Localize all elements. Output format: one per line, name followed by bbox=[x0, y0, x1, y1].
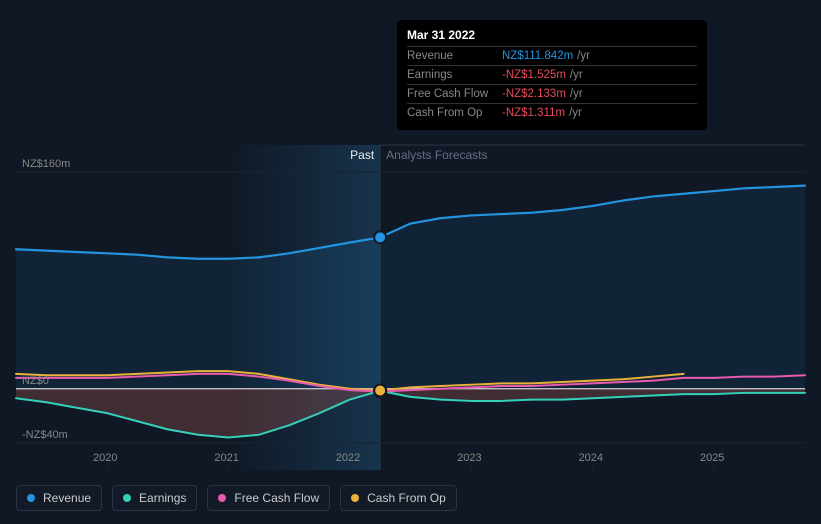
x-tick-label: 2021 bbox=[214, 452, 238, 464]
tooltip-row-cfo: Cash From Op-NZ$1.311m/yr bbox=[407, 104, 697, 123]
legend-item-fcf[interactable]: Free Cash Flow bbox=[207, 485, 330, 511]
legend-swatch-icon bbox=[218, 494, 226, 502]
revenue-marker bbox=[375, 232, 385, 242]
chart-legend: Revenue Earnings Free Cash Flow Cash From O… bbox=[16, 485, 457, 511]
section-label-past: Past bbox=[350, 148, 374, 162]
x-tick-label: 2023 bbox=[457, 452, 481, 464]
cfo-marker bbox=[375, 386, 385, 396]
tooltip-value-text: -NZ$1.311m bbox=[502, 107, 565, 119]
tooltip-row-revenue: RevenueNZ$111.842m/yr bbox=[407, 47, 697, 66]
revenue-area bbox=[16, 186, 805, 389]
legend-label: Earnings bbox=[139, 491, 186, 505]
tooltip-unit: /yr bbox=[573, 50, 590, 62]
tooltip-row-label: Earnings bbox=[407, 66, 502, 85]
tooltip-row-value: -NZ$2.133m/yr bbox=[502, 85, 697, 104]
tooltip-unit: /yr bbox=[565, 107, 582, 119]
legend-swatch-icon bbox=[123, 494, 131, 502]
tooltip-row-value: -NZ$1.525m/yr bbox=[502, 66, 697, 85]
x-tick-label: 2020 bbox=[93, 452, 117, 464]
tooltip-title: Mar 31 2022 bbox=[407, 28, 697, 46]
chart-tooltip: Mar 31 2022RevenueNZ$111.842m/yrEarnings… bbox=[397, 20, 707, 130]
tooltip-row-label: Free Cash Flow bbox=[407, 85, 502, 104]
legend-item-revenue[interactable]: Revenue bbox=[16, 485, 102, 511]
tooltip-row-label: Revenue bbox=[407, 47, 502, 66]
y-tick-label: NZ$160m bbox=[22, 158, 70, 170]
x-tick-label: 2024 bbox=[579, 452, 603, 464]
tooltip-value-text: -NZ$1.525m bbox=[502, 69, 566, 81]
legend-item-earnings[interactable]: Earnings bbox=[112, 485, 197, 511]
tooltip-row-fcf: Free Cash Flow-NZ$2.133m/yr bbox=[407, 85, 697, 104]
tooltip-unit: /yr bbox=[566, 88, 583, 100]
tooltip-row-label: Cash From Op bbox=[407, 104, 502, 123]
legend-swatch-icon bbox=[351, 494, 359, 502]
tooltip-row-earnings: Earnings-NZ$1.525m/yr bbox=[407, 66, 697, 85]
legend-swatch-icon bbox=[27, 494, 35, 502]
x-tick-label: 2025 bbox=[700, 452, 724, 464]
earnings-revenue-chart: NZ$160m NZ$0 -NZ$40m 2020 2021 2022 2023 2024 20… bbox=[0, 0, 821, 524]
tooltip-value-text: NZ$111.842m bbox=[502, 50, 573, 62]
tooltip-value-text: -NZ$2.133m bbox=[502, 88, 566, 100]
tooltip-unit: /yr bbox=[566, 69, 583, 81]
x-tick-label: 2022 bbox=[336, 452, 360, 464]
legend-label: Revenue bbox=[43, 491, 91, 505]
legend-item-cfo[interactable]: Cash From Op bbox=[340, 485, 457, 511]
tooltip-row-value: -NZ$1.311m/yr bbox=[502, 104, 697, 123]
y-tick-label: NZ$0 bbox=[22, 375, 49, 387]
section-label-forecast: Analysts Forecasts bbox=[386, 148, 487, 162]
legend-label: Cash From Op bbox=[367, 491, 446, 505]
tooltip-row-value: NZ$111.842m/yr bbox=[502, 47, 697, 66]
tooltip-table: RevenueNZ$111.842m/yrEarnings-NZ$1.525m/… bbox=[407, 46, 697, 122]
y-tick-label: -NZ$40m bbox=[22, 429, 68, 441]
legend-label: Free Cash Flow bbox=[234, 491, 319, 505]
